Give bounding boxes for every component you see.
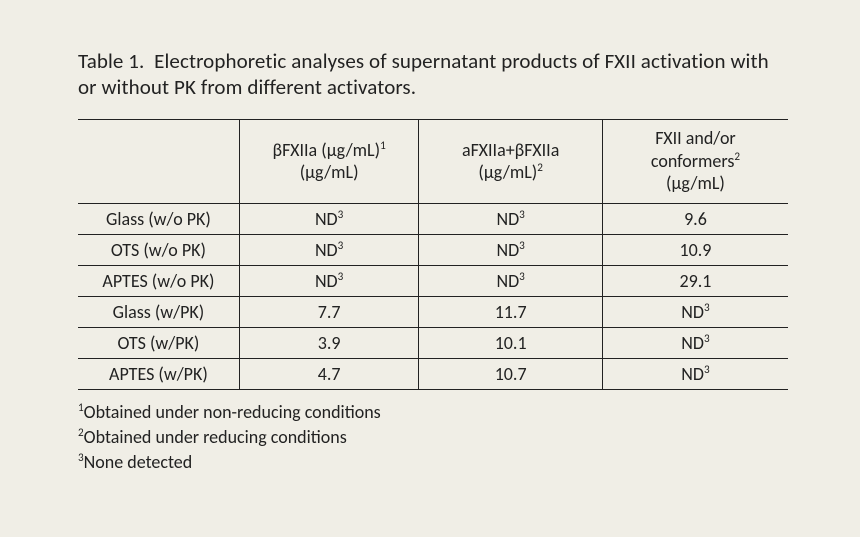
footnote-3: 3None detected [78, 450, 788, 474]
table-row: OTS (w/PK)3.910.1ND3 [78, 327, 788, 358]
footnote-2: 2Obtained under reducing conditions [78, 425, 788, 449]
table-header-cell-2: aFXIIa+βFXIIa(µg/mL)2 [419, 119, 603, 203]
table-header-cell-0 [78, 119, 239, 203]
table-header-cell-3: FXII and/orconformers2(µg/mL) [602, 119, 788, 203]
table-cell: ND3 [602, 358, 788, 389]
table-row: Glass (w/o PK)ND3ND39.6 [78, 203, 788, 234]
table-cell: 4.7 [239, 358, 419, 389]
table-cell: 29.1 [602, 265, 788, 296]
table-cell: ND3 [239, 265, 419, 296]
table-cell: ND3 [419, 234, 603, 265]
table-header-cell-1: βFXIIa (µg/mL)1(µg/mL) [239, 119, 419, 203]
footnote-1: 1Obtained under non-reducing conditions [78, 400, 788, 424]
table-cell: 10.1 [419, 327, 603, 358]
table-cell: 9.6 [602, 203, 788, 234]
table-cell: 11.7 [419, 296, 603, 327]
table-cell: ND3 [419, 203, 603, 234]
table-cell: 10.7 [419, 358, 603, 389]
table-cell: 7.7 [239, 296, 419, 327]
table-cell: ND3 [602, 327, 788, 358]
table-cell: ND3 [239, 203, 419, 234]
table-cell: ND3 [239, 234, 419, 265]
page-container: Table 1. Electrophoretic analyses of sup… [78, 48, 788, 475]
table-cell: APTES (w/PK) [78, 358, 239, 389]
table-row: APTES (w/o PK)ND3ND329.1 [78, 265, 788, 296]
data-table: βFXIIa (µg/mL)1(µg/mL)aFXIIa+βFXIIa(µg/m… [78, 119, 788, 390]
table-cell: ND3 [419, 265, 603, 296]
table-cell: OTS (w/o PK) [78, 234, 239, 265]
table-row: OTS (w/o PK)ND3ND310.9 [78, 234, 788, 265]
table-row: APTES (w/PK)4.710.7ND3 [78, 358, 788, 389]
table-title-text: Electrophoretic analyses of supernatant … [78, 48, 769, 100]
table-cell: APTES (w/o PK) [78, 265, 239, 296]
table-cell: 3.9 [239, 327, 419, 358]
table-cell: OTS (w/PK) [78, 327, 239, 358]
table-cell: Glass (w/o PK) [78, 203, 239, 234]
table-cell: Glass (w/PK) [78, 296, 239, 327]
table-footnotes: 1Obtained under non-reducing conditions2… [78, 400, 788, 475]
table-header-row: βFXIIa (µg/mL)1(µg/mL)aFXIIa+βFXIIa(µg/m… [78, 119, 788, 203]
table-cell: ND3 [602, 296, 788, 327]
table-caption: Table 1. Electrophoretic analyses of sup… [78, 48, 788, 101]
table-body: Glass (w/o PK)ND3ND39.6OTS (w/o PK)ND3ND… [78, 203, 788, 389]
table-row: Glass (w/PK)7.711.7ND3 [78, 296, 788, 327]
table-cell: 10.9 [602, 234, 788, 265]
table-number: Table 1. [78, 48, 144, 74]
table-header: βFXIIa (µg/mL)1(µg/mL)aFXIIa+βFXIIa(µg/m… [78, 119, 788, 203]
